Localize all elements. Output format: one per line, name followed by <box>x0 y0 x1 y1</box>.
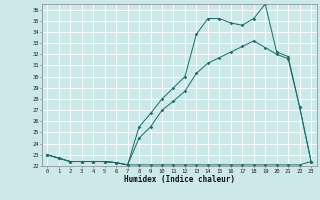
X-axis label: Humidex (Indice chaleur): Humidex (Indice chaleur) <box>124 175 235 184</box>
